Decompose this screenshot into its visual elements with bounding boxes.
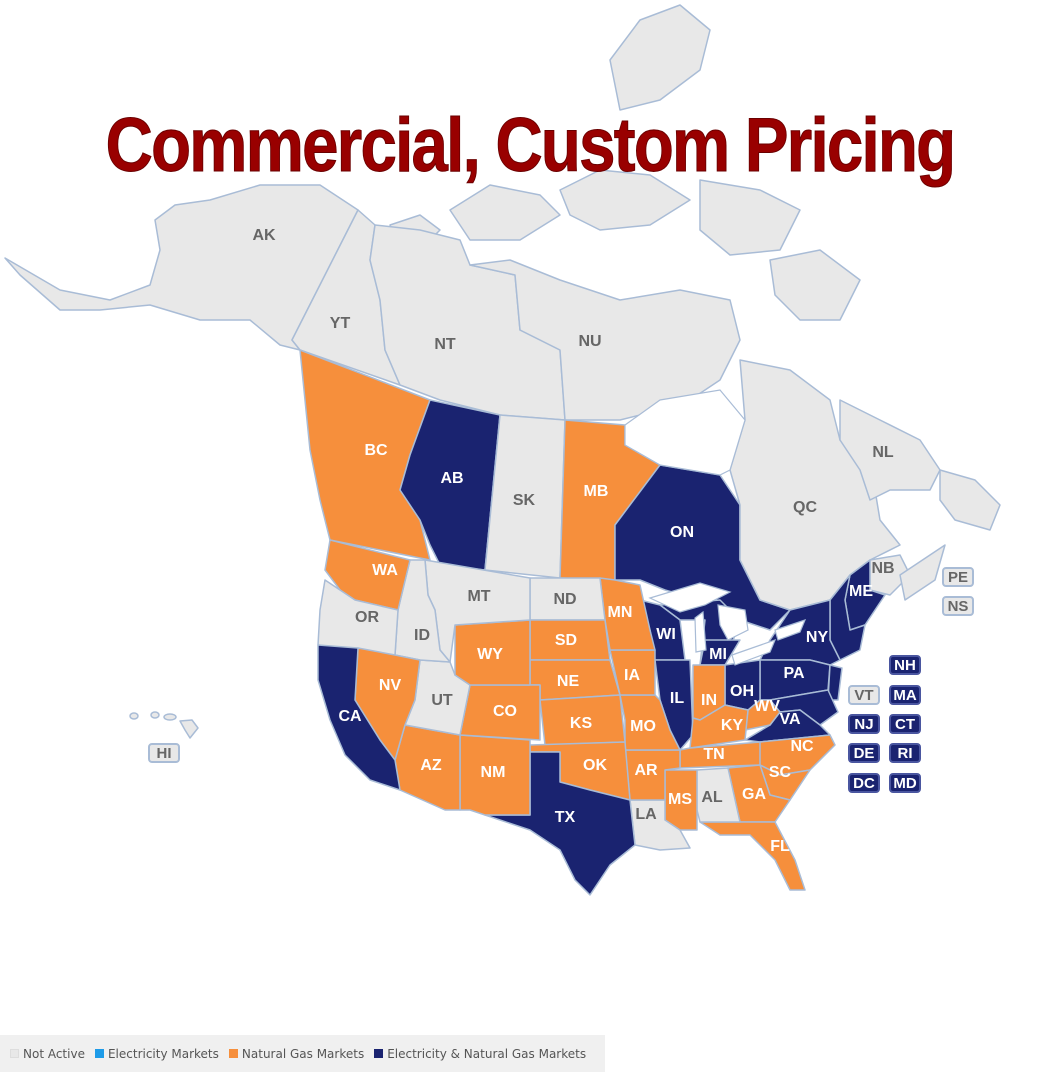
- label-WA[interactable]: WA: [372, 562, 398, 579]
- label-OH[interactable]: OH: [730, 683, 754, 700]
- label-IA[interactable]: IA: [624, 667, 640, 684]
- chip-NJ[interactable]: NJ: [848, 714, 880, 734]
- legend-item-electricity[interactable]: Electricity Markets: [94, 1046, 219, 1061]
- legend-item-electricity-and-gas[interactable]: Electricity & Natural Gas Markets: [374, 1047, 586, 1061]
- page-title: Commercial, Custom Pricing: [105, 103, 956, 188]
- label-AK[interactable]: AK: [252, 227, 276, 244]
- label-NU[interactable]: NU: [578, 333, 602, 350]
- legend-swatch-natural-gas: [228, 1049, 238, 1058]
- label-KS[interactable]: KS: [569, 715, 593, 732]
- label-FL[interactable]: FL: [770, 838, 790, 855]
- label-OR[interactable]: OR: [355, 609, 379, 626]
- label-ID[interactable]: ID: [414, 627, 430, 644]
- legend-item-natural-gas[interactable]: Natural Gas Markets: [228, 1046, 365, 1061]
- label-MT[interactable]: MT: [467, 588, 491, 605]
- label-ME[interactable]: ME: [849, 583, 873, 600]
- label-MI[interactable]: MI: [709, 646, 727, 663]
- label-NM[interactable]: NM: [480, 764, 506, 781]
- region-OR[interactable]: [317, 579, 399, 656]
- chip-VT[interactable]: VT: [848, 685, 880, 705]
- chip-DC[interactable]: DC: [848, 773, 880, 793]
- legend-swatch-electricity: [94, 1049, 104, 1058]
- chip-RI[interactable]: RI: [889, 743, 921, 763]
- region-NL-island: [939, 469, 1001, 531]
- label-WV[interactable]: WV: [754, 698, 780, 715]
- label-MN[interactable]: MN: [607, 604, 633, 621]
- region-NS-shape: [899, 544, 946, 601]
- label-KY[interactable]: KY: [720, 717, 744, 734]
- label-MS[interactable]: MS: [668, 791, 692, 808]
- legend-label: Natural Gas Markets: [241, 1046, 365, 1061]
- label-SK[interactable]: SK: [512, 492, 536, 509]
- map-legend: Not Active Electricity Markets Natural G…: [0, 1035, 605, 1072]
- region-NJ-shape: [827, 664, 843, 701]
- region-LA[interactable]: [629, 799, 691, 851]
- label-NY[interactable]: NY: [805, 629, 829, 646]
- label-TX[interactable]: TX: [554, 809, 576, 826]
- region-HI-islands: [129, 711, 199, 739]
- label-IL[interactable]: IL: [669, 690, 685, 707]
- label-IN[interactable]: IN: [701, 692, 717, 709]
- label-ON[interactable]: ON: [670, 524, 694, 541]
- legend-swatch-not-active: [10, 1049, 19, 1058]
- label-AZ[interactable]: AZ: [420, 757, 442, 774]
- region-ON[interactable]: [614, 464, 791, 631]
- label-CA[interactable]: CA: [338, 708, 362, 725]
- label-NV[interactable]: NV: [378, 677, 402, 694]
- arctic-islands: [389, 4, 861, 321]
- chip-PE[interactable]: PE: [942, 567, 974, 587]
- label-QC[interactable]: QC: [793, 499, 817, 516]
- legend-item-not-active[interactable]: Not Active: [10, 1047, 85, 1061]
- label-NB[interactable]: NB: [871, 560, 895, 577]
- label-NC[interactable]: NC: [790, 738, 814, 755]
- chip-NH[interactable]: NH: [889, 655, 921, 675]
- legend-label: Electricity Markets: [107, 1046, 219, 1061]
- label-GA[interactable]: GA: [742, 786, 766, 803]
- region-CA[interactable]: [317, 644, 401, 791]
- label-ND[interactable]: ND: [553, 591, 577, 608]
- region-TX[interactable]: [484, 751, 636, 896]
- label-TN[interactable]: TN: [703, 746, 725, 763]
- north-america-map: Commercial, Custom Pricing AK YT NT NU B…: [4, 4, 1001, 896]
- label-NE[interactable]: NE: [556, 673, 580, 690]
- label-BC[interactable]: BC: [364, 442, 388, 459]
- label-AL[interactable]: AL: [701, 789, 723, 806]
- label-AR[interactable]: AR: [634, 762, 658, 779]
- map-canvas: [4, 4, 1001, 896]
- chip-HI[interactable]: HI: [148, 743, 180, 763]
- great-lakes: [648, 582, 807, 666]
- chip-CT[interactable]: CT: [889, 714, 921, 734]
- label-NL[interactable]: NL: [872, 444, 894, 461]
- region-MO[interactable]: [619, 694, 681, 751]
- label-AB[interactable]: AB: [440, 470, 464, 487]
- chip-NS[interactable]: NS: [942, 596, 974, 616]
- label-YT[interactable]: YT: [329, 315, 351, 332]
- label-MO[interactable]: MO: [630, 718, 656, 735]
- region-FL[interactable]: [699, 821, 806, 891]
- label-OK[interactable]: OK: [583, 757, 607, 774]
- label-CO[interactable]: CO: [493, 703, 517, 720]
- label-WY[interactable]: WY: [477, 646, 503, 663]
- label-WI[interactable]: WI: [656, 626, 676, 643]
- label-MB[interactable]: MB: [583, 483, 609, 500]
- region-NL[interactable]: [839, 399, 941, 501]
- legend-label: Not Active: [23, 1046, 85, 1061]
- label-SC[interactable]: SC: [768, 764, 792, 781]
- label-VA[interactable]: VA: [779, 711, 801, 728]
- label-NT[interactable]: NT: [434, 336, 456, 353]
- chip-MD[interactable]: MD: [889, 773, 921, 793]
- hudson-bay: [624, 389, 746, 476]
- label-LA[interactable]: LA: [635, 806, 657, 823]
- chip-MA[interactable]: MA: [889, 685, 921, 705]
- legend-swatch-electricity-and-gas: [374, 1049, 384, 1058]
- legend-label: Electricity & Natural Gas Markets: [387, 1046, 587, 1061]
- label-SD[interactable]: SD: [554, 632, 578, 649]
- region-NU[interactable]: [469, 259, 741, 421]
- label-UT[interactable]: UT: [431, 692, 453, 709]
- label-PA[interactable]: PA: [783, 665, 805, 682]
- chip-DE[interactable]: DE: [848, 743, 880, 763]
